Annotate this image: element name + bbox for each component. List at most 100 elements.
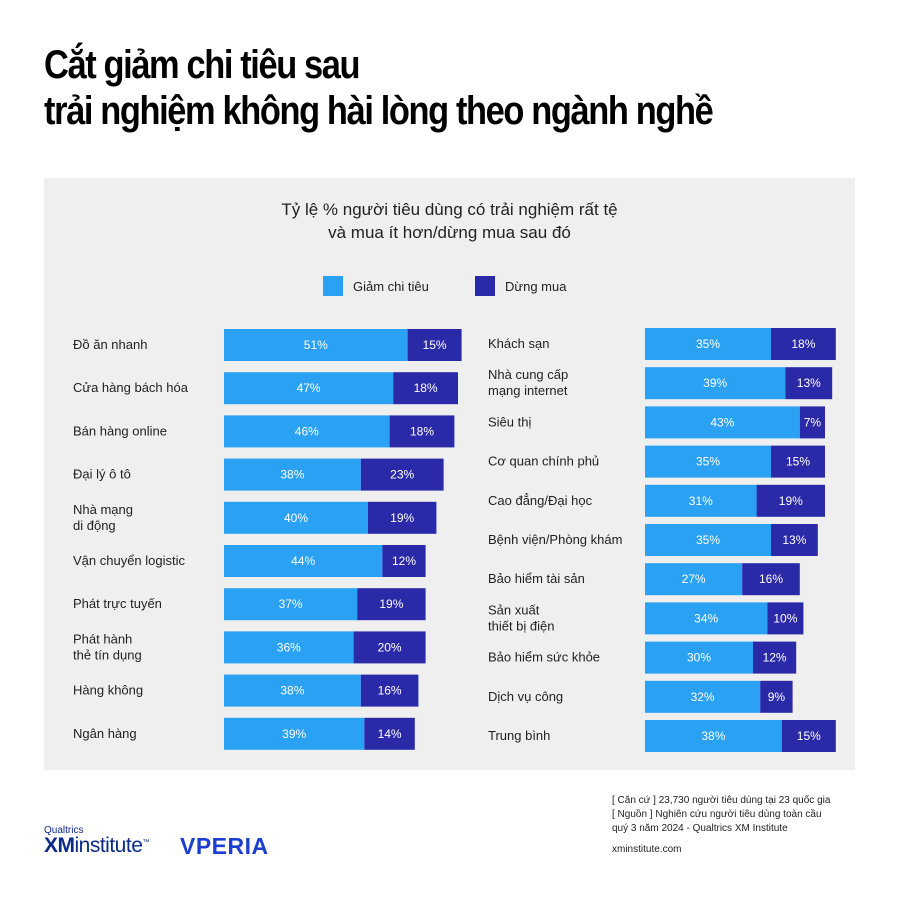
- left-value-label-stop: 18%: [410, 424, 434, 438]
- right-bar-reduce: [645, 720, 782, 752]
- left-bar-reduce: [224, 329, 408, 361]
- right-value-label-stop: 7%: [804, 415, 822, 429]
- right-value-label-reduce: 27%: [682, 572, 706, 586]
- right-category-label: Cơ quan chính phủ: [488, 454, 599, 469]
- right-category-label: Bảo hiểm tài sản: [488, 571, 585, 586]
- left-category-label: Ngân hàng: [73, 726, 137, 741]
- legend-swatch-reduce: [323, 276, 343, 296]
- right-value-label-reduce: 35%: [696, 337, 720, 351]
- left-bar-reduce: [224, 631, 354, 664]
- left-bar-reduce: [224, 458, 361, 491]
- right-bar-reduce: [645, 484, 757, 517]
- page-title-line-2: trải nghiệm không hài lòng theo ngành ng…: [44, 89, 714, 133]
- page-title-line-1: Cắt giảm chi tiêu sau: [44, 43, 361, 87]
- left-bar-reduce: [224, 545, 383, 577]
- right-value-label-reduce: 30%: [687, 651, 711, 665]
- right-bar-stop: [753, 641, 797, 674]
- left-bar-stop: [407, 329, 462, 361]
- left-value-label-reduce: 38%: [280, 684, 304, 698]
- right-bar-reduce: [645, 445, 771, 478]
- right-bar-reduce: [645, 524, 771, 556]
- xm-logo-tm: ™: [142, 839, 149, 846]
- xm-institute-logo: XMinstitute™: [44, 834, 149, 858]
- left-value-label-reduce: 37%: [279, 597, 303, 611]
- legend-swatch-stop: [475, 276, 495, 296]
- right-value-label-stop: 13%: [797, 376, 821, 390]
- left-bar-stop: [364, 717, 415, 750]
- right-value-label-reduce: 34%: [694, 611, 718, 625]
- right-category-label: Sản xuất: [488, 602, 540, 617]
- left-value-label-reduce: 40%: [284, 511, 308, 525]
- source-url: xminstitute.com: [612, 844, 682, 855]
- note-source-line-2: quý 3 năm 2024 - Qualtrics XM Institute: [612, 823, 788, 834]
- note-basis: [ Căn cứ ] 23,730 người tiêu dùng tại 23…: [612, 795, 831, 806]
- right-value-label-stop: 16%: [759, 572, 783, 586]
- left-bar-stop: [389, 415, 455, 448]
- right-value-label-reduce: 32%: [691, 690, 715, 704]
- left-value-label-reduce: 38%: [280, 468, 304, 482]
- left-value-label-stop: 23%: [390, 468, 414, 482]
- chart-subtitle-line-1: Tỷ lệ % người tiêu dùng có trải nghiệm r…: [281, 200, 618, 219]
- vperia-logo: VPERIA: [180, 833, 269, 859]
- right-category-label: mạng internet: [488, 383, 568, 398]
- right-value-label-reduce: 39%: [703, 376, 727, 390]
- left-value-label-stop: 19%: [379, 597, 403, 611]
- chart-panel: Tỷ lệ % người tiêu dùng có trải nghiệm r…: [44, 178, 855, 770]
- left-value-label-stop: 14%: [378, 727, 402, 741]
- left-category-label: Hàng không: [73, 683, 143, 698]
- left-category-label: Vận chuyển logistic: [73, 553, 186, 568]
- left-value-label-reduce: 46%: [295, 424, 319, 438]
- right-bar-reduce: [645, 328, 771, 360]
- legend-label-stop: Dừng mua: [505, 278, 567, 294]
- left-bar-stop: [357, 588, 426, 621]
- legend-item-stop: Dừng mua: [475, 276, 566, 296]
- right-value-label-stop: 12%: [763, 651, 787, 665]
- right-bar-reduce: [645, 563, 743, 596]
- right-category-label: Siêu thị: [488, 414, 531, 429]
- left-bar-reduce: [224, 674, 361, 707]
- right-value-label-reduce: 35%: [696, 455, 720, 469]
- right-bar-stop: [760, 680, 793, 713]
- left-bar-stop: [360, 458, 444, 491]
- right-value-label-reduce: 38%: [701, 729, 725, 743]
- left-value-label-stop: 12%: [392, 554, 416, 568]
- page-title: Cắt giảm chi tiêu sau trải nghiệm không …: [44, 42, 714, 134]
- right-category-label: Nhà cung cấp: [488, 367, 568, 382]
- left-bar-stop: [360, 674, 419, 707]
- right-category-label: Dịch vụ công: [488, 689, 563, 704]
- left-value-label-reduce: 51%: [304, 338, 328, 352]
- xm-logo-institute: institute: [74, 834, 143, 857]
- right-value-label-stop: 18%: [791, 337, 815, 351]
- source-notes: [ Căn cứ ] 23,730 người tiêu dùng tại 23…: [612, 794, 830, 857]
- right-category-label: Khách sạn: [488, 336, 549, 351]
- right-bar-stop: [767, 602, 804, 635]
- right-bar-stop: [771, 445, 825, 478]
- left-bar-reduce: [224, 717, 365, 750]
- left-value-label-stop: 18%: [414, 381, 438, 395]
- right-bar-stop: [799, 406, 825, 439]
- chart-subtitle-line-2: và mua ít hơn/dừng mua sau đó: [328, 223, 571, 242]
- note-source-line-1: [ Nguồn ] Nghiên cứu người tiêu dùng toà…: [612, 809, 822, 820]
- left-bar-reduce: [224, 372, 394, 405]
- right-bar-stop: [756, 484, 825, 517]
- right-bar-reduce: [645, 367, 786, 400]
- chart-subtitle: Tỷ lệ % người tiêu dùng có trải nghiệm r…: [44, 198, 855, 244]
- left-category-label: Cửa hàng bách hóa: [73, 380, 189, 395]
- left-value-label-reduce: 44%: [291, 554, 315, 568]
- right-value-label-reduce: 43%: [710, 415, 734, 429]
- left-value-label-stop: 16%: [378, 684, 402, 698]
- right-category-label: Trung bình: [488, 728, 550, 743]
- left-bar-reduce: [224, 588, 358, 621]
- chart-legend: Giảm chi tiêu Dừng mua: [44, 276, 855, 300]
- left-value-label-stop: 19%: [390, 511, 414, 525]
- right-bar-reduce: [645, 602, 768, 635]
- left-category-label: Phát hành: [73, 631, 132, 646]
- right-value-label-stop: 9%: [768, 690, 786, 704]
- right-category-label: thiết bị điện: [488, 618, 555, 633]
- left-category-label: Đồ ăn nhanh: [73, 337, 147, 352]
- left-value-label-stop: 15%: [423, 338, 447, 352]
- left-bar-stop: [368, 501, 437, 534]
- right-category-label: Cao đẳng/Đại học: [488, 493, 593, 508]
- qualtrics-logo-text: Qualtrics: [44, 825, 84, 836]
- right-value-label-stop: 19%: [779, 494, 803, 508]
